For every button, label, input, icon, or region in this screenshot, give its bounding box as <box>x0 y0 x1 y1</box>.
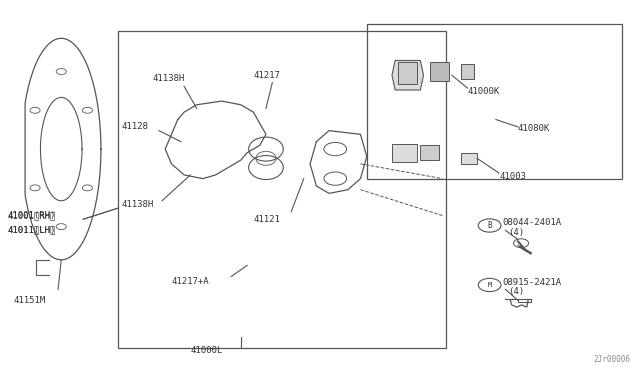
Text: 41003: 41003 <box>499 172 526 181</box>
Text: 08915-2421A: 08915-2421A <box>502 278 561 287</box>
Text: 41011(LH): 41011(LH) <box>8 226 56 235</box>
Text: 41138H: 41138H <box>121 200 154 209</box>
Text: 41000L: 41000L <box>190 346 223 355</box>
Text: (4): (4) <box>509 288 525 296</box>
Text: 41121: 41121 <box>253 215 280 224</box>
Polygon shape <box>392 61 424 90</box>
Text: 41151M: 41151M <box>14 296 46 305</box>
Polygon shape <box>430 62 449 81</box>
Polygon shape <box>461 153 477 164</box>
Text: 41217+A: 41217+A <box>172 278 209 286</box>
Text: 08044-2401A: 08044-2401A <box>502 218 561 227</box>
Text: 41011〈LH〉: 41011〈LH〉 <box>8 226 56 235</box>
Text: 2Jr00006: 2Jr00006 <box>593 355 630 364</box>
Polygon shape <box>398 62 417 84</box>
Polygon shape <box>392 144 417 162</box>
Text: 41080K: 41080K <box>518 124 550 133</box>
Text: 41000K: 41000K <box>468 87 500 96</box>
Text: 41217: 41217 <box>253 71 280 80</box>
Text: M: M <box>488 282 492 288</box>
Text: 41128: 41128 <box>121 122 148 131</box>
Text: (4): (4) <box>509 228 525 237</box>
Text: 41001〈RH〉: 41001〈RH〉 <box>8 211 56 220</box>
Text: 41001(RH): 41001(RH) <box>8 211 56 220</box>
Bar <box>118 31 445 349</box>
Text: 41138H: 41138H <box>152 74 185 83</box>
Polygon shape <box>461 64 474 79</box>
Bar <box>367 23 622 179</box>
Polygon shape <box>420 145 439 160</box>
Text: B: B <box>487 221 492 230</box>
